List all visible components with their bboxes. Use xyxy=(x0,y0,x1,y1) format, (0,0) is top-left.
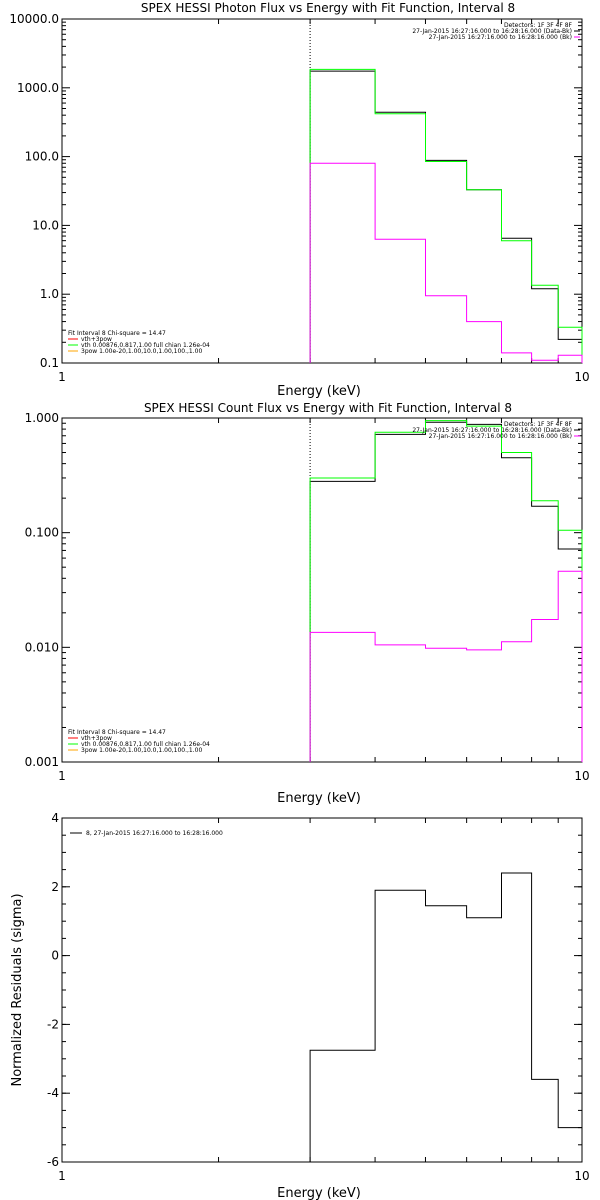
residuals-plot-area xyxy=(309,872,582,1162)
y-tick-label: 0.100 xyxy=(25,526,59,540)
photon-flux-title: SPEX HESSI Photon Flux vs Energy with Fi… xyxy=(141,1,515,15)
residuals-x-axis: 1 10 xyxy=(58,818,590,1183)
legend-entry-text: 3pow 1.00e-20,1.00,10.0,1.00,100.,1.00 xyxy=(81,348,202,355)
legend-entry-text: 27-Jan-2015 16:27:16.000 to 16:28:16.000… xyxy=(429,433,572,440)
count-flux-fit-legend: Fit Interval 8 Chi-square = 14.47vth+3po… xyxy=(68,729,210,754)
photon-flux-fit-legend: Fit Interval 8 Chi-square = 14.47vth+3po… xyxy=(68,330,210,355)
photon-flux-x-axis: 1 10 xyxy=(58,19,590,384)
legend-entry-text: Detectors: 1F 3F 4F 8F xyxy=(504,421,573,428)
photon-flux-x-axis-title: Energy (keV) xyxy=(277,384,361,399)
residuals-y-axis: -6 -4 -2 0 2 4 xyxy=(47,811,582,1169)
series-line-data-bk xyxy=(309,421,583,762)
legend-entry-text: 27-Jan-2015 16:27:16.000 to 16:28:16.000… xyxy=(412,427,572,434)
residuals-y-axis-title: Normalized Residuals (sigma) xyxy=(10,893,25,1086)
series-line-vth xyxy=(309,68,583,363)
x-tick-label: 10 xyxy=(574,1169,589,1183)
series-line-vth xyxy=(309,420,583,762)
legend-entry-text: 27-Jan-2015 16:27:16.000 to 16:28:16.000… xyxy=(429,34,572,41)
y-tick-label: 10.0 xyxy=(32,218,59,232)
series-line-8-27-jan-2015-16-27-16-000-to-16-28-16-000 xyxy=(309,872,582,1162)
legend-entry-text: 8, 27-Jan-2015 16:27:16.000 to 16:28:16.… xyxy=(86,830,223,837)
y-tick-label: 1.000 xyxy=(25,411,59,425)
y-tick-label: 1.0 xyxy=(40,287,59,301)
y-tick-label: 100.0 xyxy=(25,150,59,164)
count-flux-plot-area xyxy=(309,418,583,762)
photon-flux-y-axis: 0.1 1.0 10.0 100.0 1000.0 10000.0 xyxy=(9,12,582,370)
count-flux-panel: SPEX HESSI Count Flux vs Energy with Fit… xyxy=(25,401,590,806)
photon-flux-plot-area xyxy=(309,19,583,363)
y-tick-label: -2 xyxy=(47,1017,59,1031)
x-tick-label: 10 xyxy=(574,769,589,783)
x-tick-label: 10 xyxy=(574,370,589,384)
photon-flux-frame xyxy=(61,18,583,364)
legend-entry-text: 3pow 1.00e-20,1.00,10.0,1.00,100.,1.00 xyxy=(81,747,202,754)
y-tick-label: -4 xyxy=(47,1086,59,1100)
legend-entry-text: vth+3pow xyxy=(81,336,112,343)
series-line-bk xyxy=(309,162,583,363)
series-line-data-bk xyxy=(309,70,583,363)
legend-entry-text: 27-Jan-2015 16:27:16.000 to 16:28:16.000… xyxy=(412,28,572,35)
legend-entry-text: vth 0.00876,0.817,1.00 full chian 1.26e-… xyxy=(81,342,210,349)
x-tick-label: 1 xyxy=(58,1169,66,1183)
x-tick-label: 1 xyxy=(58,370,66,384)
legend-entry-text: vth+3pow xyxy=(81,735,112,742)
y-tick-label: 0.1 xyxy=(40,356,59,370)
count-flux-frame xyxy=(61,417,583,763)
series-line-bk xyxy=(309,570,583,762)
count-flux-y-axis: 0.001 0.010 0.100 1.000 xyxy=(25,411,582,769)
x-tick-label: 1 xyxy=(58,769,66,783)
residuals-x-axis-title: Energy (keV) xyxy=(277,1186,361,1200)
legend-entry-text: vth 0.00876,0.817,1.00 full chian 1.26e-… xyxy=(81,741,210,748)
y-tick-label: 10000.0 xyxy=(9,12,59,26)
y-tick-label: 0.010 xyxy=(25,640,59,654)
y-tick-label: -6 xyxy=(47,1155,59,1169)
legend-entry-text: Detectors: 1F 3F 4F 8F xyxy=(504,22,573,29)
legend-entry-text: Fit Interval 8 Chi-square = 14.47 xyxy=(68,729,166,736)
y-tick-label: 0 xyxy=(51,949,59,963)
y-tick-label: 1000.0 xyxy=(17,81,59,95)
residuals-frame xyxy=(61,817,583,1163)
legend-entry-text: Fit Interval 8 Chi-square = 14.47 xyxy=(68,330,166,337)
y-tick-label: 0.001 xyxy=(25,755,59,769)
y-tick-label: 4 xyxy=(51,811,59,825)
count-flux-title: SPEX HESSI Count Flux vs Energy with Fit… xyxy=(144,401,512,415)
count-flux-x-axis-title: Energy (keV) xyxy=(277,791,361,806)
residuals-panel: -6 -4 -2 0 2 4 1 10 Energy (keV) Normalized Re… xyxy=(10,811,590,1200)
y-tick-label: 2 xyxy=(51,880,59,894)
photon-flux-panel: SPEX HESSI Photon Flux vs Energy with Fi… xyxy=(9,1,589,399)
residuals-legend: 8, 27-Jan-2015 16:27:16.000 to 16:28:16.… xyxy=(70,830,223,837)
